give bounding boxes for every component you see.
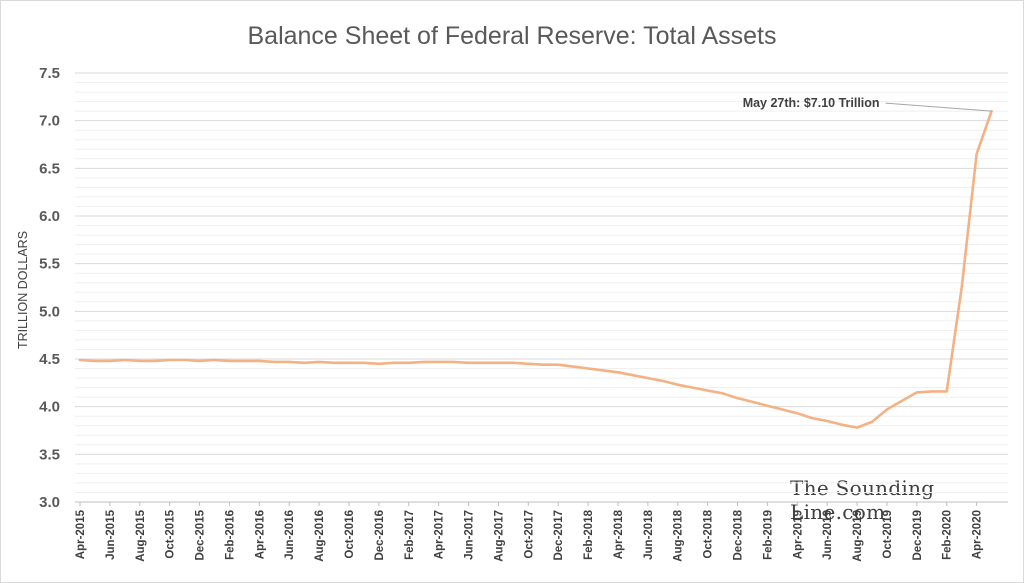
- x-tick-label: Apr-2020: [972, 510, 984, 559]
- y-tick-label: 6.5: [39, 160, 60, 177]
- y-tick-label: 3.0: [39, 494, 60, 511]
- x-tick-label: Aug-2016: [314, 510, 326, 562]
- x-tick-label: Dec-2015: [195, 509, 207, 560]
- gridlines: [75, 72, 1008, 503]
- x-tick-label: Dec-2019: [912, 510, 924, 561]
- x-tick-label: Jun-2015: [105, 509, 117, 559]
- x-tick-label: Aug-2015: [135, 509, 147, 561]
- x-tick-label: Aug-2017: [493, 510, 505, 562]
- x-tick-label: Apr-2017: [434, 510, 446, 559]
- x-tick-label: Feb-2020: [942, 510, 954, 560]
- x-tick-label: Oct-2019: [882, 510, 894, 559]
- x-tick-labels: Apr-2015 Jun-2015 Aug-2015 Oct-2015 Dec-2015…: [75, 502, 984, 562]
- series-line-total-assets: [78, 109, 993, 429]
- y-tick-label: 5.0: [39, 303, 60, 320]
- x-tick-label: Aug-2019: [852, 510, 864, 562]
- x-tick-label: Oct-2016: [344, 510, 356, 559]
- y-axis-label: TRILLION DOLLARS: [16, 231, 30, 349]
- x-tick-label: Jun-2017: [464, 510, 476, 560]
- y-tick-label: 4.0: [39, 399, 60, 416]
- x-tick-label: Jun-2019: [822, 510, 834, 560]
- x-tick-label: Apr-2016: [254, 510, 266, 559]
- y-tick-label: 6.0: [39, 208, 60, 225]
- y-tick-labels: 3.0 3.5 4.0 4.5 5.0 5.5 6.0 6.5 7.0 7.5: [39, 65, 60, 511]
- x-tick-label: Feb-2019: [762, 510, 774, 560]
- x-tick-label: Dec-2018: [733, 509, 745, 560]
- x-tick-label: Apr-2019: [792, 510, 804, 559]
- x-tick-label: Jun-2018: [643, 509, 655, 559]
- y-tick-label: 3.5: [39, 446, 60, 463]
- y-tick-label: 7.5: [39, 65, 60, 82]
- x-tick-label: Apr-2015: [75, 509, 87, 559]
- annotation-leader-line: [885, 102, 992, 112]
- x-tick-label: Feb-2016: [224, 510, 236, 560]
- chart-title: Balance Sheet of Federal Reserve: Total …: [247, 22, 777, 50]
- x-tick-label: Aug-2018: [673, 509, 685, 561]
- x-tick-label: Dec-2016: [374, 510, 386, 561]
- y-tick-label: 5.5: [39, 256, 60, 273]
- x-tick-label: Feb-2017: [404, 510, 416, 560]
- annotation-peak-value: May 27th: $7.10 Trillion: [743, 96, 880, 110]
- x-tick-label: Feb-2018: [583, 509, 595, 559]
- watermark-text: The Sounding Line.com: [790, 476, 935, 524]
- x-tick-label: Jun-2016: [284, 510, 296, 560]
- y-tick-label: 4.5: [39, 351, 60, 368]
- y-tick-label: 7.0: [39, 113, 60, 130]
- x-tick-label: Oct-2017: [523, 510, 535, 559]
- x-tick-label: Oct-2015: [165, 509, 177, 558]
- x-tick-label: Apr-2018: [613, 509, 625, 559]
- x-tick-label: Oct-2018: [703, 509, 715, 558]
- x-tick-label: Dec-2017: [553, 510, 565, 561]
